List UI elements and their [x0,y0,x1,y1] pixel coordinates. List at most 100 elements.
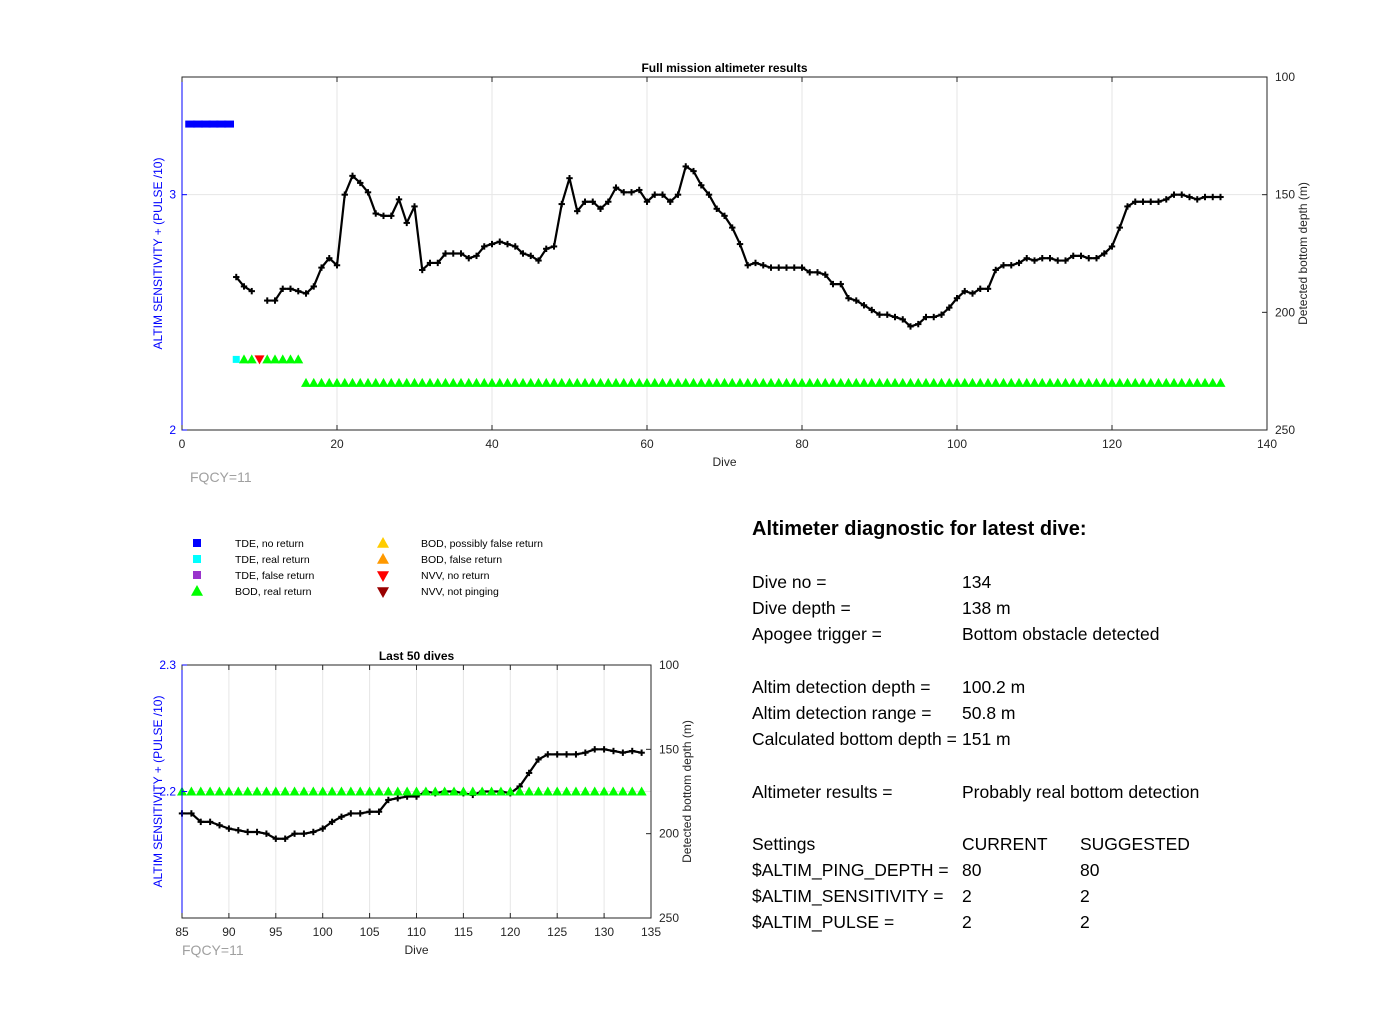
bottom-depth-point [248,287,255,295]
bottom-depth-point [366,808,373,815]
bottom-depth-point [525,769,533,777]
legend-marker-tde-no-return [193,539,201,547]
bod-real-return-marker [1052,377,1063,387]
bottom-depth-point [364,189,372,196]
bod-real-return-marker [1145,377,1156,387]
bod-real-return-marker [285,354,296,364]
bod-real-return-marker [866,377,877,387]
bottom-depth-point [667,198,674,205]
bottom-depth-point [798,264,806,271]
bottom-depth-point [713,205,720,212]
bottom-depth-point [845,295,852,302]
bod-real-return-marker [316,377,327,387]
sensitivity-label: $ALTIM_SENSITIVITY = [752,886,944,907]
bottom-depth-point [1077,252,1085,260]
bod-real-return-marker [975,377,986,387]
bottom-depth-point [388,212,395,220]
bod-real-return-marker [570,786,581,796]
legend-marker-bod-false-return [377,553,389,564]
bod-real-return-marker [477,786,488,796]
bottom-depth-point [783,264,790,271]
bod-real-return-marker [261,786,272,796]
altim-detection-range-label: Altim detection range = [752,702,932,723]
legend-marker-bod-possibly-false-return [377,537,389,548]
bod-real-return-marker [378,377,389,387]
x-tick-label: 100 [313,925,333,939]
bottom-depth-point [682,163,689,170]
bod-real-return-marker [1029,377,1040,387]
bottom-depth-point [860,302,868,309]
bottom-depth-point [473,252,480,260]
bottom-depth-point [338,813,345,820]
bod-real-return-marker [420,786,431,796]
bottom-depth-point [395,196,403,203]
diagnostic-heading: Altimeter diagnostic for latest dive: [752,518,1087,540]
altimeter-results-value: Probably real bottom detection [962,781,1200,802]
bod-real-return-marker [549,377,559,387]
current-column-label: CURRENT [962,833,1048,854]
bod-real-return-marker [246,354,257,364]
bod-real-return-marker [317,786,328,796]
y-right-axis-label: Detected bottom depth (m) [1296,182,1310,325]
bod-real-return-marker [467,786,478,796]
legend-marker-nvv-no-return [377,571,389,582]
bottom-depth-point [302,290,310,297]
bod-real-return-marker [324,377,335,387]
bottom-depth-point [1093,255,1100,262]
bottom-depth-point [1147,198,1154,205]
legend-label-tde-no-return: TDE, no return [235,538,304,550]
bod-real-return-marker [1176,377,1187,387]
dive-no-row: Dive no = 134 [752,569,1372,595]
bod-real-return-marker [580,377,590,387]
y-right-tick-label: 100 [659,658,679,672]
bottom-depth-point [206,818,214,826]
x-tick-label: 135 [641,925,661,939]
bottom-depth-point [619,749,627,756]
bottom-depth-point [636,186,643,194]
bod-real-return-marker [425,377,435,387]
bod-real-return-marker [339,377,350,387]
bod-real-return-marker [804,377,815,387]
bod-real-return-marker [1099,377,1110,387]
bottom-depth-point [961,287,968,295]
bottom-depth-point [876,311,883,318]
bod-real-return-marker [1021,377,1032,387]
bottom-depth-point [822,271,829,278]
chart-title: Full mission altimeter results [641,61,807,75]
bod-real-return-marker [1045,377,1055,387]
x-tick-label: 80 [795,437,809,451]
bod-real-return-marker [561,786,572,796]
bod-real-return-marker [252,786,263,796]
bod-real-return-marker [874,377,885,387]
bod-real-return-marker [541,377,552,387]
tde-no-return-marker [193,120,203,128]
y-right-tick-label: 200 [659,827,679,841]
bod-real-return-marker [514,786,525,796]
bod-real-return-marker [735,377,745,387]
bottom-depth-point [629,747,636,755]
bottom-depth-point [554,751,561,758]
bod-real-return-marker [355,377,366,387]
bottom-depth-point [318,264,325,271]
bod-real-return-marker [696,377,707,387]
legend-marker-bod-real-return [191,585,203,596]
bod-real-return-marker [608,786,619,796]
bottom-depth-point [946,304,953,311]
bod-real-return-marker [1107,377,1117,387]
bottom-depth-point [225,825,233,832]
bottom-depth-point [1170,191,1178,198]
bod-real-return-marker [1083,377,1094,387]
y-right-tick-label: 250 [659,911,679,925]
altimeter-results-label: Altimeter results = [752,781,893,802]
bod-real-return-marker [766,377,776,387]
sensitivity-row: $ALTIM_SENSITIVITY = 2 2 [752,883,1372,909]
bod-real-return-marker [1130,377,1141,387]
bottom-depth-point [527,252,534,260]
bottom-depth-point [643,198,651,205]
x-tick-label: 115 [454,925,473,939]
bottom-depth-point [915,320,922,328]
calculated-bottom-depth-label: Calculated bottom depth = [752,729,957,750]
bottom-depth-point [1031,257,1038,264]
bottom-depth-point [1139,198,1147,205]
